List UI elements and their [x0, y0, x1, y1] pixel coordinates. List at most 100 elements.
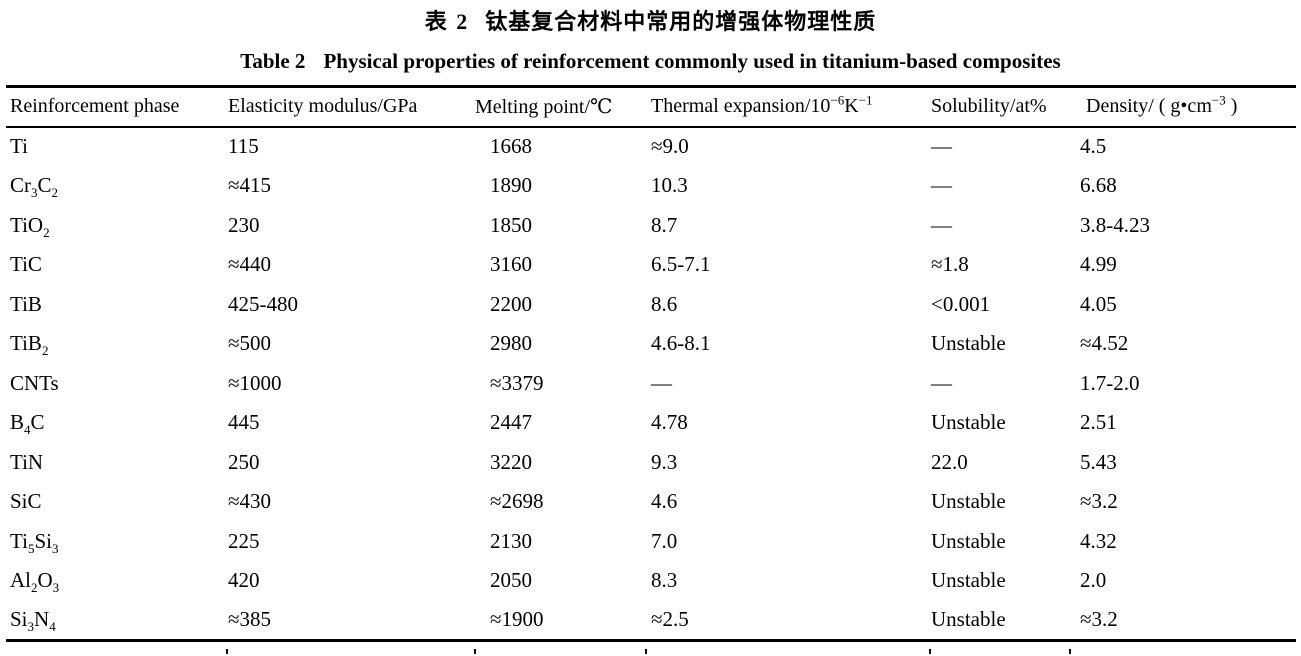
- column-header-reinforcement-phase: Reinforcement phase: [10, 95, 180, 118]
- cell-expansion: 4.6-8.1: [651, 331, 711, 356]
- cell-modulus: 230: [228, 212, 260, 237]
- cell-modulus: 420: [228, 568, 260, 593]
- table-row: B4C 445 2447 4.78 Unstable 2.51: [6, 403, 1296, 443]
- cell-expansion: 10.3: [651, 173, 688, 198]
- cell-expansion: ≈9.0: [651, 134, 689, 159]
- table-body: Ti 115 1668 ≈9.0 — 4.5 Cr3C2 ≈415 1890 10.3 — 6.68 T…: [6, 127, 1296, 641]
- cell-modulus: ≈385: [228, 607, 272, 631]
- cell-melting: 2200: [490, 291, 532, 316]
- cell-density: ≈4.52: [1080, 331, 1129, 356]
- cell-density: 2.0: [1080, 568, 1107, 593]
- cell-modulus: ≈415: [228, 173, 272, 198]
- table-row: TiB2 ≈500 2980 4.6-8.1 Unstable ≈4.52: [6, 324, 1296, 364]
- cell-melting: 1850: [490, 212, 532, 237]
- cell-melting: 3160: [490, 252, 532, 277]
- table-row: TiN 250 3220 9.3 22.0 5.43: [6, 443, 1296, 483]
- table-row: TiC ≈440 3160 6.5-7.1 ≈1.8 4.99: [6, 245, 1296, 285]
- table-row: TiB 425-480 2200 8.6 <0.001 4.05: [6, 285, 1296, 325]
- cell-phase: TiB: [10, 291, 42, 316]
- cell-density: 4.5: [1080, 134, 1107, 159]
- cell-expansion: 8.6: [651, 291, 678, 316]
- cell-melting: 2447: [490, 410, 532, 435]
- cell-expansion: ≈2.5: [651, 607, 689, 631]
- table-caption-chinese: 钛基复合材料中常用的增强体物理性质: [485, 9, 877, 34]
- table-number-chinese: 表 2: [424, 9, 470, 34]
- table-row: Ti 115 1668 ≈9.0 — 4.5: [6, 127, 1296, 167]
- table-row: Al2O3 420 2050 8.3 Unstable 2.0: [6, 561, 1296, 601]
- cell-solubility: Unstable: [931, 607, 1006, 631]
- cell-expansion: 9.3: [651, 449, 678, 474]
- cell-modulus: 425-480: [228, 291, 298, 316]
- reinforcement-properties-table: Reinforcement phase Elasticity modulus/G…: [6, 85, 1296, 642]
- cell-phase: B4C: [10, 410, 45, 438]
- cell-solubility: ≈1.8: [931, 252, 969, 277]
- cell-melting: 1668: [490, 134, 532, 159]
- cell-solubility: 22.0: [931, 449, 968, 474]
- table-number-english: Table 2: [240, 49, 306, 73]
- table-row: Ti5Si3 225 2130 7.0 Unstable 4.32: [6, 522, 1296, 562]
- cell-solubility: Unstable: [931, 528, 1006, 553]
- cell-density: 5.43: [1080, 449, 1117, 474]
- cell-melting: 2980: [490, 331, 532, 356]
- column-header-density: Density/ ( g•cm−3 ): [1086, 92, 1238, 118]
- cell-solubility: Unstable: [931, 331, 1006, 356]
- cell-density: 6.68: [1080, 173, 1117, 198]
- cell-solubility: Unstable: [931, 489, 1006, 514]
- cell-melting: ≈3379: [490, 370, 544, 395]
- scan-artifact-tick: [226, 649, 228, 654]
- cell-phase: Cr3C2: [10, 173, 59, 201]
- table-row: TiO2 230 1850 8.7 — 3.8-4.23: [6, 206, 1296, 246]
- cell-modulus: 445: [228, 410, 260, 435]
- cell-phase: Si3N4: [10, 607, 56, 635]
- cell-density: 4.99: [1080, 252, 1117, 277]
- cell-expansion: 7.0: [651, 528, 678, 553]
- cell-expansion: 8.3: [651, 568, 678, 593]
- cell-modulus: ≈500: [228, 331, 272, 356]
- cell-modulus: 250: [228, 449, 260, 474]
- cell-solubility: Unstable: [931, 410, 1006, 435]
- cell-solubility: —: [931, 173, 952, 198]
- header-row: Reinforcement phase Elasticity modulus/G…: [6, 87, 1296, 127]
- cell-melting: 1890: [490, 173, 532, 198]
- column-header-melting-point: Melting point/℃: [475, 96, 613, 119]
- cell-expansion: 6.5-7.1: [651, 252, 711, 277]
- table-title-english: Table 2 Physical properties of reinforcem…: [0, 48, 1301, 74]
- column-header-solubility: Solubility/at%: [931, 95, 1047, 118]
- cell-density: 4.05: [1080, 291, 1117, 316]
- cell-expansion: 8.7: [651, 212, 678, 237]
- cell-phase: TiB2: [10, 331, 49, 359]
- cell-melting: ≈2698: [490, 489, 544, 514]
- cell-solubility: <0.001: [931, 291, 991, 316]
- cell-melting: 2130: [490, 528, 532, 553]
- cell-density: 2.51: [1080, 410, 1117, 435]
- cell-expansion: 4.6: [651, 489, 678, 514]
- table-row: CNTs ≈1000 ≈3379 — — 1.7-2.0: [6, 364, 1296, 404]
- cell-phase: SiC: [10, 489, 42, 514]
- table-caption-english: Physical properties of reinforcement com…: [323, 49, 1061, 73]
- table-row: Si3N4 ≈385 ≈1900 ≈2.5 Unstable ≈3.2: [6, 601, 1296, 641]
- cell-phase: Ti5Si3: [10, 528, 59, 556]
- cell-melting: 2050: [490, 568, 532, 593]
- cell-modulus: ≈440: [228, 252, 272, 277]
- cell-density: 1.7-2.0: [1080, 370, 1140, 395]
- table-row: SiC ≈430 ≈2698 4.6 Unstable ≈3.2: [6, 482, 1296, 522]
- cell-solubility: —: [931, 212, 952, 237]
- cell-modulus: ≈1000: [228, 370, 282, 395]
- paper-page: { "titles": { "cn_label": "表 2", "cn_tex…: [0, 8, 1301, 656]
- cell-density: 4.32: [1080, 528, 1117, 553]
- cell-melting: ≈1900: [490, 607, 544, 631]
- table-row: Cr3C2 ≈415 1890 10.3 — 6.68: [6, 166, 1296, 206]
- cell-solubility: —: [931, 134, 952, 159]
- column-header-elasticity-modulus: Elasticity modulus/GPa: [228, 95, 418, 118]
- scan-artifact-tick: [474, 649, 476, 654]
- table-header: Reinforcement phase Elasticity modulus/G…: [6, 87, 1296, 127]
- cell-density: ≈3.2: [1080, 489, 1118, 514]
- cell-phase: TiC: [10, 252, 42, 277]
- table-title-chinese: 表 2 钛基复合材料中常用的增强体物理性质: [0, 8, 1301, 36]
- cell-phase: Ti: [10, 134, 28, 159]
- column-header-thermal-expansion: Thermal expansion/10−6K−1: [651, 92, 873, 118]
- cell-density: ≈3.2: [1080, 607, 1118, 631]
- cell-phase: TiO2: [10, 212, 50, 240]
- cell-phase: CNTs: [10, 370, 59, 395]
- cell-modulus: 115: [228, 134, 259, 159]
